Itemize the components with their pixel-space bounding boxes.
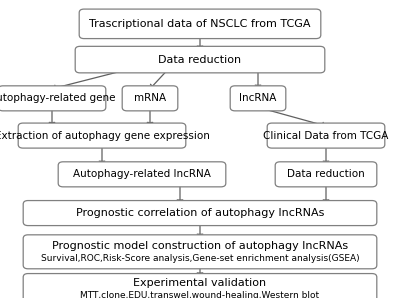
FancyBboxPatch shape [79, 9, 321, 39]
Text: Clinical Data from TCGA: Clinical Data from TCGA [263, 131, 389, 141]
FancyBboxPatch shape [75, 46, 325, 73]
FancyBboxPatch shape [23, 235, 377, 269]
Text: Autophagy-related lncRNA: Autophagy-related lncRNA [73, 169, 211, 179]
Text: Data reduction: Data reduction [158, 55, 242, 65]
FancyBboxPatch shape [267, 123, 385, 148]
FancyBboxPatch shape [0, 86, 106, 111]
FancyBboxPatch shape [230, 86, 286, 111]
FancyBboxPatch shape [275, 162, 377, 187]
Text: Autophagy-related gene: Autophagy-related gene [0, 93, 115, 103]
FancyBboxPatch shape [23, 274, 377, 298]
Text: Trascriptional data of NSCLC from TCGA: Trascriptional data of NSCLC from TCGA [89, 19, 311, 29]
Text: Prognostic model construction of autophagy lncRNAs: Prognostic model construction of autopha… [52, 241, 348, 251]
Text: Survival,ROC,Risk-Score analysis,Gene-set enrichment analysis(GSEA): Survival,ROC,Risk-Score analysis,Gene-se… [41, 254, 359, 263]
Text: mRNA: mRNA [134, 93, 166, 103]
FancyBboxPatch shape [122, 86, 178, 111]
FancyBboxPatch shape [58, 162, 226, 187]
Text: lncRNA: lncRNA [239, 93, 277, 103]
Text: Extraction of autophagy gene expression: Extraction of autophagy gene expression [0, 131, 210, 141]
FancyBboxPatch shape [23, 201, 377, 226]
Text: Experimental validation: Experimental validation [134, 278, 266, 288]
Text: Prognostic correlation of autophagy lncRNAs: Prognostic correlation of autophagy lncR… [76, 208, 324, 218]
Text: MTT,clone,EDU,transwel,wound-healing,Western blot: MTT,clone,EDU,transwel,wound-healing,Wes… [80, 291, 320, 298]
Text: Data reduction: Data reduction [287, 169, 365, 179]
FancyBboxPatch shape [18, 123, 186, 148]
